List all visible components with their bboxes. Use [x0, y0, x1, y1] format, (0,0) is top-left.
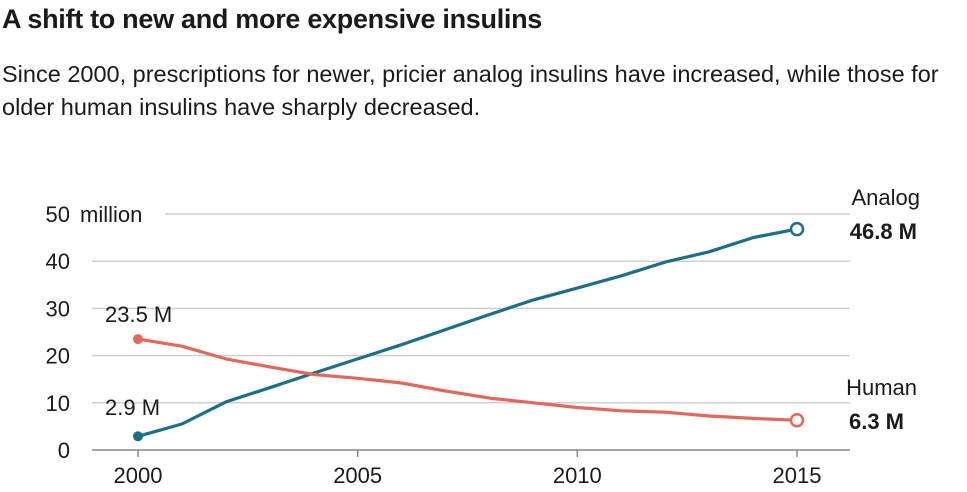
y-tick-label-20: 20: [46, 344, 70, 369]
analog-end-name: Analog: [851, 185, 920, 210]
human-end-name: Human: [846, 375, 917, 400]
chart-subtitle: Since 2000, prescriptions for newer, pri…: [2, 61, 939, 120]
analog-start-point: [133, 431, 143, 442]
y-tick-label-50: 50: [46, 202, 70, 227]
y-tick-label-40: 40: [46, 249, 70, 274]
y-tick-label-10: 10: [46, 391, 70, 416]
human-start-point: [133, 334, 143, 345]
human-start-label: 23.5 M: [105, 302, 172, 327]
x-tick-label-2000: 2000: [114, 463, 163, 488]
x-tick-label-2010: 2010: [553, 463, 602, 488]
x-tick-label-2015: 2015: [773, 463, 822, 488]
axes: 0 10 20 30 40 50 million 2000 2005 2010 2015: [46, 202, 850, 488]
y-tick-label-0: 0: [58, 438, 70, 463]
human-line: [136, 337, 799, 422]
y-tick-label-30: 30: [46, 296, 70, 321]
x-tick-label-2005: 2005: [333, 463, 382, 488]
human-end-label: 6.3 M: [849, 409, 904, 434]
human-end-point: [789, 413, 805, 428]
chart-title: A shift to new and more expensive insuli…: [2, 4, 543, 34]
analog-end-label: 46.8 M: [850, 219, 917, 244]
analog-start-label: 2.9 M: [105, 395, 160, 420]
y-unit-label: million: [80, 202, 142, 227]
analog-end-point: [789, 221, 805, 237]
analog-line: [136, 227, 799, 438]
series: [133, 221, 805, 442]
labels: 23.5 M 2.9 M Analog 46.8 M Human 6.3 M: [105, 185, 920, 434]
